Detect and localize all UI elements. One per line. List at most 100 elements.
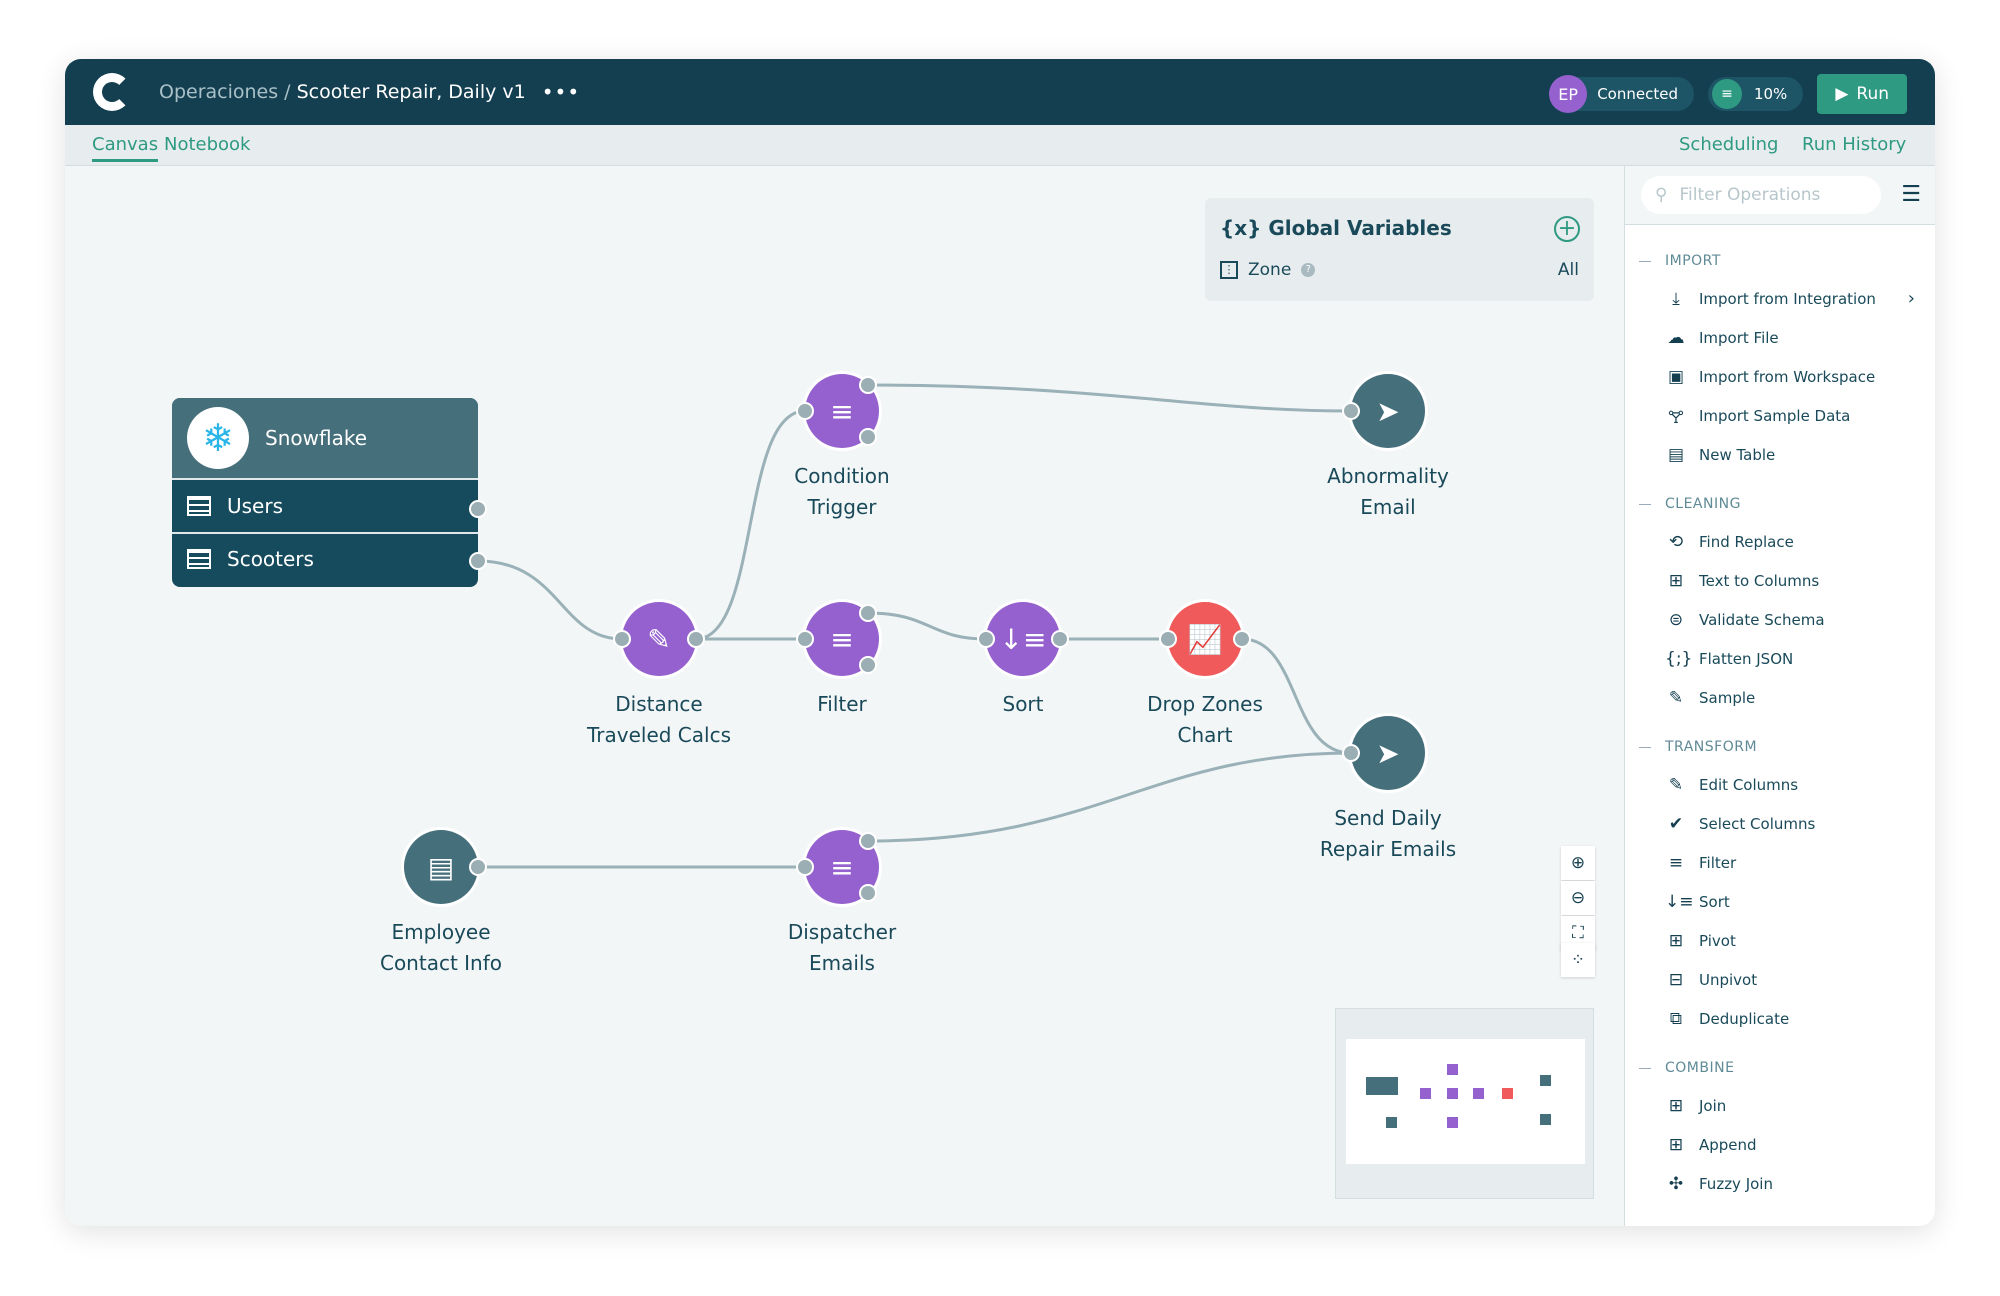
global-variables-title: {x} Global Variables	[1220, 216, 1452, 240]
send-icon: ➤	[1376, 394, 1400, 428]
node-condition[interactable]: ≡	[805, 374, 879, 448]
tab-run-history[interactable]: Run History	[1802, 134, 1907, 155]
node-port[interactable]	[687, 630, 705, 648]
app-window: Operaciones / Scooter Repair, Daily v1 •…	[65, 59, 1935, 1226]
sidebar-item[interactable]: ⟲ Find Replace	[1625, 522, 1935, 561]
collapse-icon[interactable]	[1639, 503, 1651, 505]
minimap-node	[1502, 1088, 1513, 1099]
node-port[interactable]	[859, 656, 877, 674]
node-label-line: Chart	[1177, 723, 1233, 747]
section-title: PREDICTIVE MODELING	[1665, 1225, 1838, 1226]
sidebar-item[interactable]: ⊟ Unpivot	[1625, 960, 1935, 999]
node-port[interactable]	[859, 604, 877, 622]
sidebar-item-label: Deduplicate	[1699, 1009, 1790, 1028]
connection-status[interactable]: EP Connected	[1549, 75, 1694, 113]
node-send[interactable]: ➤	[1351, 716, 1425, 790]
collapse-icon[interactable]	[1639, 1067, 1651, 1069]
tab-notebook[interactable]: Notebook	[164, 134, 251, 155]
operation-icon: ▣	[1667, 366, 1685, 387]
node-port[interactable]	[859, 376, 877, 394]
node-abnormality[interactable]: ➤	[1351, 374, 1425, 448]
node-label-line: Email	[1360, 495, 1416, 519]
add-variable-icon[interactable]: +	[1554, 216, 1580, 242]
node-label-line: Repair Emails	[1319, 837, 1457, 861]
sidebar-section: IMPORT ⤓ Import from Integration › ☁ Import F…	[1625, 243, 1935, 474]
usage-indicator[interactable]: ≡ 10%	[1707, 77, 1804, 111]
sidebar-item[interactable]: ↓≡ Sort	[1625, 882, 1935, 921]
sidebar-item[interactable]: ✎ Edit Columns	[1625, 765, 1935, 804]
zoom-out-icon[interactable]: ⊖	[1561, 881, 1595, 915]
tab-scheduling[interactable]: Scheduling	[1679, 134, 1779, 155]
run-button[interactable]: ▶ Run	[1817, 74, 1907, 114]
collapse-icon[interactable]	[1639, 746, 1651, 748]
node-port[interactable]	[1233, 630, 1251, 648]
section-header[interactable]: IMPORT	[1625, 243, 1935, 279]
minimap-viewport[interactable]	[1346, 1039, 1585, 1164]
sidebar-item-label: Unpivot	[1699, 970, 1758, 989]
sidebar-item[interactable]: ✔ Select Columns	[1625, 804, 1935, 843]
sidebar-item[interactable]: ✎ Sample	[1625, 678, 1935, 717]
node-port[interactable]	[977, 630, 995, 648]
sidebar-item[interactable]: ⤓ Import from Integration ›	[1625, 279, 1935, 318]
variable-value[interactable]: All	[1557, 260, 1579, 280]
node-port[interactable]	[796, 402, 814, 420]
node-port[interactable]	[859, 884, 877, 902]
sidebar-item[interactable]: {;} Flatten JSON	[1625, 639, 1935, 678]
node-dropzones[interactable]: 📈	[1168, 602, 1242, 676]
tab-canvas[interactable]: Canvas	[92, 134, 159, 162]
sidebar-item[interactable]: ⊞ Text to Columns	[1625, 561, 1935, 600]
filter-operations-input[interactable]: ⚲ Filter Operations	[1641, 176, 1881, 214]
section-header[interactable]: TRANSFORM	[1625, 729, 1935, 765]
snowflake-source-node[interactable]: ❄ Snowflake Users Scooters	[172, 398, 478, 587]
collapse-icon[interactable]	[1639, 260, 1651, 262]
breadcrumb-workspace[interactable]: Operaciones	[159, 81, 279, 103]
operation-icon: ☁	[1667, 327, 1685, 348]
node-port[interactable]	[469, 500, 487, 518]
minimap[interactable]	[1335, 1008, 1594, 1199]
sidebar-item[interactable]: ⊞ Append	[1625, 1125, 1935, 1164]
sidebar-item[interactable]: ✣ Fuzzy Join	[1625, 1164, 1935, 1203]
source-table-scooters[interactable]: Scooters	[172, 532, 478, 584]
sidebar-item[interactable]: ⧉ Deduplicate	[1625, 999, 1935, 1038]
source-table-users[interactable]: Users	[172, 480, 478, 532]
section-header[interactable]: COMBINE	[1625, 1050, 1935, 1086]
sidebar-item[interactable]: ☁ Import File	[1625, 318, 1935, 357]
collapse-sidebar-icon[interactable]: ☰	[1901, 182, 1921, 207]
node-label-line: Contact Info	[379, 951, 503, 975]
sidebar-item[interactable]: ⊜ Validate Schema	[1625, 600, 1935, 639]
node-port[interactable]	[1051, 630, 1069, 648]
node-employee[interactable]: ▤	[404, 830, 478, 904]
minimap-node	[1447, 1064, 1458, 1075]
node-port[interactable]	[613, 630, 631, 648]
node-port[interactable]	[1342, 744, 1360, 762]
zoom-in-icon[interactable]: ⊕	[1561, 846, 1595, 880]
node-port[interactable]	[859, 832, 877, 850]
node-port[interactable]	[469, 858, 487, 876]
sidebar-item[interactable]: ▣ Import from Workspace	[1625, 357, 1935, 396]
auto-layout-icon[interactable]: ⁘	[1561, 943, 1595, 977]
section-header[interactable]: PREDICTIVE MODELING	[1625, 1215, 1935, 1226]
sidebar-item[interactable]: ⊞ Join	[1625, 1086, 1935, 1125]
node-port[interactable]	[859, 428, 877, 446]
more-dots-icon[interactable]: •••	[541, 80, 581, 104]
app-logo[interactable]	[93, 73, 131, 111]
node-port[interactable]	[469, 552, 487, 570]
section-header[interactable]: CLEANING	[1625, 486, 1935, 522]
sidebar-section: TRANSFORM ✎ Edit Columns ✔ Select Columns ≡ Fi…	[1625, 729, 1935, 1038]
node-port[interactable]	[796, 630, 814, 648]
sidebar-item[interactable]: 🝖 Import Sample Data	[1625, 396, 1935, 435]
node-port[interactable]	[1342, 402, 1360, 420]
chevron-right-icon[interactable]: ›	[1907, 288, 1915, 309]
node-distance[interactable]: ✎	[622, 602, 696, 676]
help-icon[interactable]: ?	[1301, 263, 1316, 277]
variable-name[interactable]: Zone	[1248, 260, 1292, 280]
node-port[interactable]	[796, 858, 814, 876]
node-label-line: Traveled Calcs	[586, 723, 731, 747]
sidebar-item-label: New Table	[1699, 445, 1776, 464]
node-sort[interactable]: ↓≡	[986, 602, 1060, 676]
sidebar-item[interactable]: ≡ Filter	[1625, 843, 1935, 882]
play-icon: ▶	[1835, 84, 1849, 104]
sidebar-item[interactable]: ▤ New Table	[1625, 435, 1935, 474]
sidebar-item[interactable]: ⊞ Pivot	[1625, 921, 1935, 960]
node-port[interactable]	[1159, 630, 1177, 648]
